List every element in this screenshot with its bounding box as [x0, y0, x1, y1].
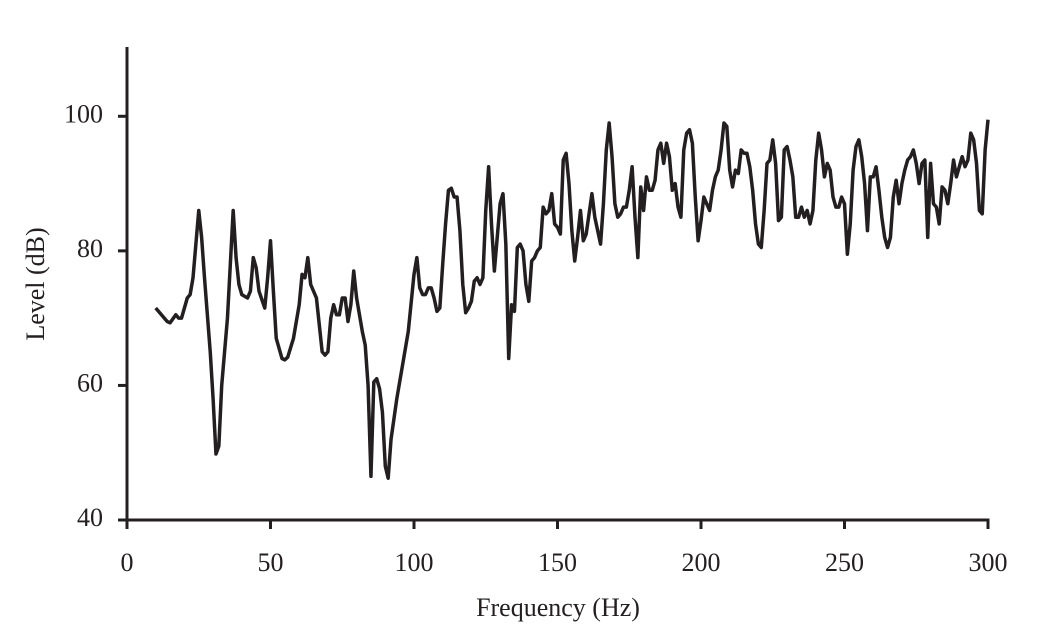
y-tick-label: 60 — [77, 368, 103, 397]
x-tick-label: 50 — [258, 548, 284, 577]
y-axis-label: Level (dB) — [21, 227, 50, 340]
x-tick-label: 150 — [538, 548, 577, 577]
x-axis-label: Frequency (Hz) — [476, 593, 640, 622]
x-tick-label: 300 — [969, 548, 1008, 577]
y-tick-label: 100 — [64, 99, 103, 128]
x-tick-label: 100 — [395, 548, 434, 577]
x-tick-label: 0 — [121, 548, 134, 577]
y-tick-label: 40 — [77, 503, 103, 532]
x-tick-label: 200 — [682, 548, 721, 577]
y-tick-label: 80 — [77, 234, 103, 263]
x-tick-label: 250 — [825, 548, 864, 577]
data-line — [154, 119, 990, 481]
